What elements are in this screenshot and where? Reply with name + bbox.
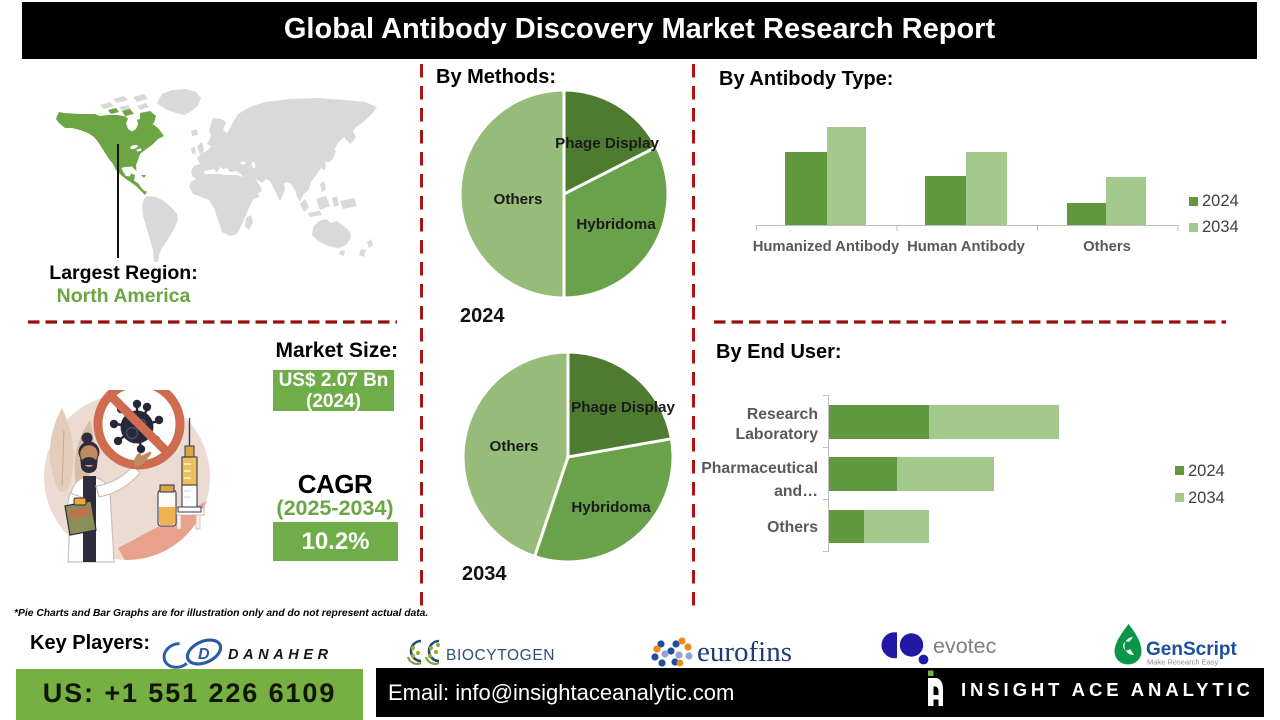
svg-text:Pharmaceutical: Pharmaceutical: [701, 460, 818, 477]
svg-text:2034: 2034: [1188, 489, 1225, 507]
svg-text:2024: 2024: [1202, 192, 1239, 210]
svg-text:Make Research Easy: Make Research Easy: [1147, 658, 1219, 667]
svg-text:Research: Research: [747, 406, 818, 423]
svg-text:eurofins: eurofins: [697, 636, 792, 668]
svg-text:and…: and…: [774, 483, 818, 500]
svg-text:2034: 2034: [1202, 218, 1239, 236]
svg-text:Others: Others: [767, 519, 818, 536]
svg-text:BIOCYTOGEN: BIOCYTOGEN: [446, 647, 555, 664]
svg-text:D: D: [198, 646, 210, 663]
svg-text:Hybridoma: Hybridoma: [571, 499, 651, 516]
svg-text:DANAHER: DANAHER: [228, 647, 333, 663]
svg-text:2024: 2024: [1188, 462, 1225, 480]
svg-text:Others: Others: [1083, 239, 1131, 255]
svg-text:Laboratory: Laboratory: [735, 426, 818, 443]
svg-text:evotec: evotec: [933, 634, 997, 658]
svg-text:Phage Display: Phage Display: [571, 399, 675, 416]
svg-text:Phage Display: Phage Display: [555, 135, 659, 152]
svg-text:Hybridoma: Hybridoma: [576, 216, 656, 233]
svg-text:Humanized Antibody: Humanized Antibody: [753, 239, 900, 255]
svg-text:GenScript: GenScript: [1146, 639, 1237, 660]
svg-text:Others: Others: [494, 191, 543, 208]
svg-text:Human Antibody: Human Antibody: [907, 239, 1026, 255]
svg-text:Others: Others: [490, 438, 539, 455]
svg-text:INSIGHT ACE ANALYTIC: INSIGHT ACE ANALYTIC: [961, 679, 1254, 700]
